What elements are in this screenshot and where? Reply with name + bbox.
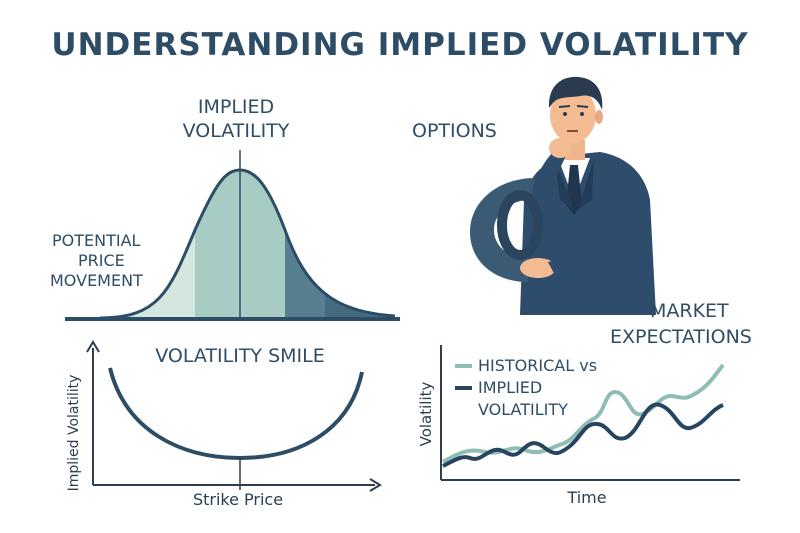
smile-y-axis-arrow xyxy=(86,340,100,353)
market-label-line2: EXPECTATIONS xyxy=(610,326,752,348)
options-panel: OPTIONS xyxy=(412,76,656,315)
smile-x-axis-arrow xyxy=(369,478,382,492)
potential-label-line3: MOVEMENT xyxy=(50,271,143,290)
page-title: UNDERSTANDING IMPLIED VOLATILITY xyxy=(51,27,748,63)
bell-label-line1: IMPLIED xyxy=(198,96,274,118)
potential-label-line1: POTENTIAL xyxy=(52,231,141,250)
smile-y-label: Implied Volatility xyxy=(66,375,82,492)
businessman-illustration xyxy=(470,76,656,315)
bell-label-line2: VOLATILITY xyxy=(183,120,290,142)
market-label-line1: MARKET xyxy=(650,300,729,322)
legend-historical-label: HISTORICAL vs xyxy=(478,356,597,375)
smile-x-label: Strike Price xyxy=(193,490,283,509)
market-x-label: Time xyxy=(566,488,606,507)
volatility-smile-chart: VOLATILITY SMILE Implied Volatility Stri… xyxy=(66,340,382,509)
bell-fill xyxy=(100,170,395,318)
legend-implied-label-line2: VOLATILITY xyxy=(478,400,568,419)
market-y-label: Volatility xyxy=(417,381,435,446)
smile-curve xyxy=(108,367,364,461)
legend-implied-label-line1: IMPLIED xyxy=(478,378,542,397)
potential-label-line2: PRICE xyxy=(78,251,125,270)
options-label: OPTIONS xyxy=(412,120,497,142)
smile-title: VOLATILITY SMILE xyxy=(155,345,324,367)
implied-volatility-line xyxy=(442,402,724,468)
market-expectations-chart: MARKET EXPECTATIONS HISTORICAL vs IMPLIE… xyxy=(417,300,752,507)
bell-curve-panel: IMPLIED VOLATILITY POTENTIAL PRICE MOVEM… xyxy=(50,96,400,321)
